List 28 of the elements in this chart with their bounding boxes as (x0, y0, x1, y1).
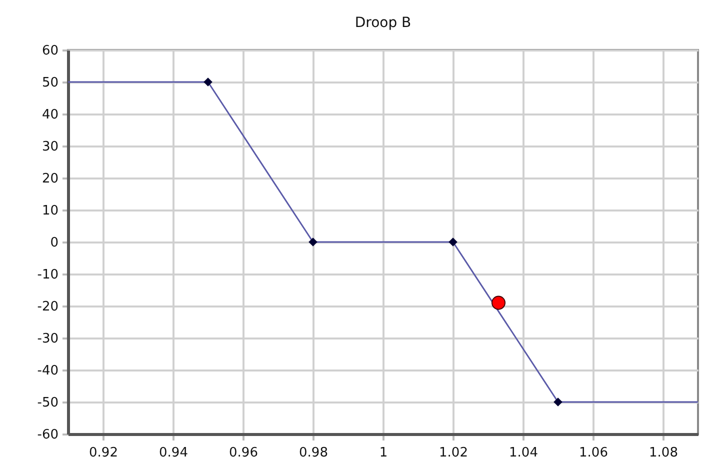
x-tick-label: 1.06 (579, 446, 608, 460)
x-tick-label: 1.08 (649, 446, 678, 460)
point (448, 238, 458, 246)
y-tick-label: -20 (37, 300, 58, 314)
y-tick-label: 30 (42, 140, 58, 154)
point (204, 78, 212, 86)
x-tick-label: 1 (379, 446, 388, 460)
y-tick-label: 40 (42, 108, 58, 122)
x-tick-label: 0.96 (229, 446, 258, 460)
x-tick-label: 0.94 (159, 446, 188, 460)
x-tick-label: 0.98 (299, 446, 328, 460)
y-tick-label: 20 (42, 172, 58, 186)
y-tick-label: 10 (42, 204, 58, 218)
y-tick-label: 50 (42, 76, 58, 90)
y-tick-label: 60 (42, 44, 58, 58)
y-tick-label: -50 (37, 396, 58, 410)
y-tick-label: -60 (37, 428, 58, 442)
y-tick-label: -10 (37, 268, 58, 282)
point (308, 238, 318, 246)
chart-title: Droop B (354, 15, 412, 31)
y-tick-label: -40 (37, 364, 58, 378)
y-tick-label: 0 (50, 236, 58, 250)
y-tick-label: -30 (37, 332, 58, 346)
x-tick-label: 1.04 (509, 446, 538, 460)
x-tick-label: 0.92 (89, 446, 118, 460)
x-tick-label: 1.02 (439, 446, 468, 460)
point (491, 296, 506, 310)
point (554, 398, 562, 406)
